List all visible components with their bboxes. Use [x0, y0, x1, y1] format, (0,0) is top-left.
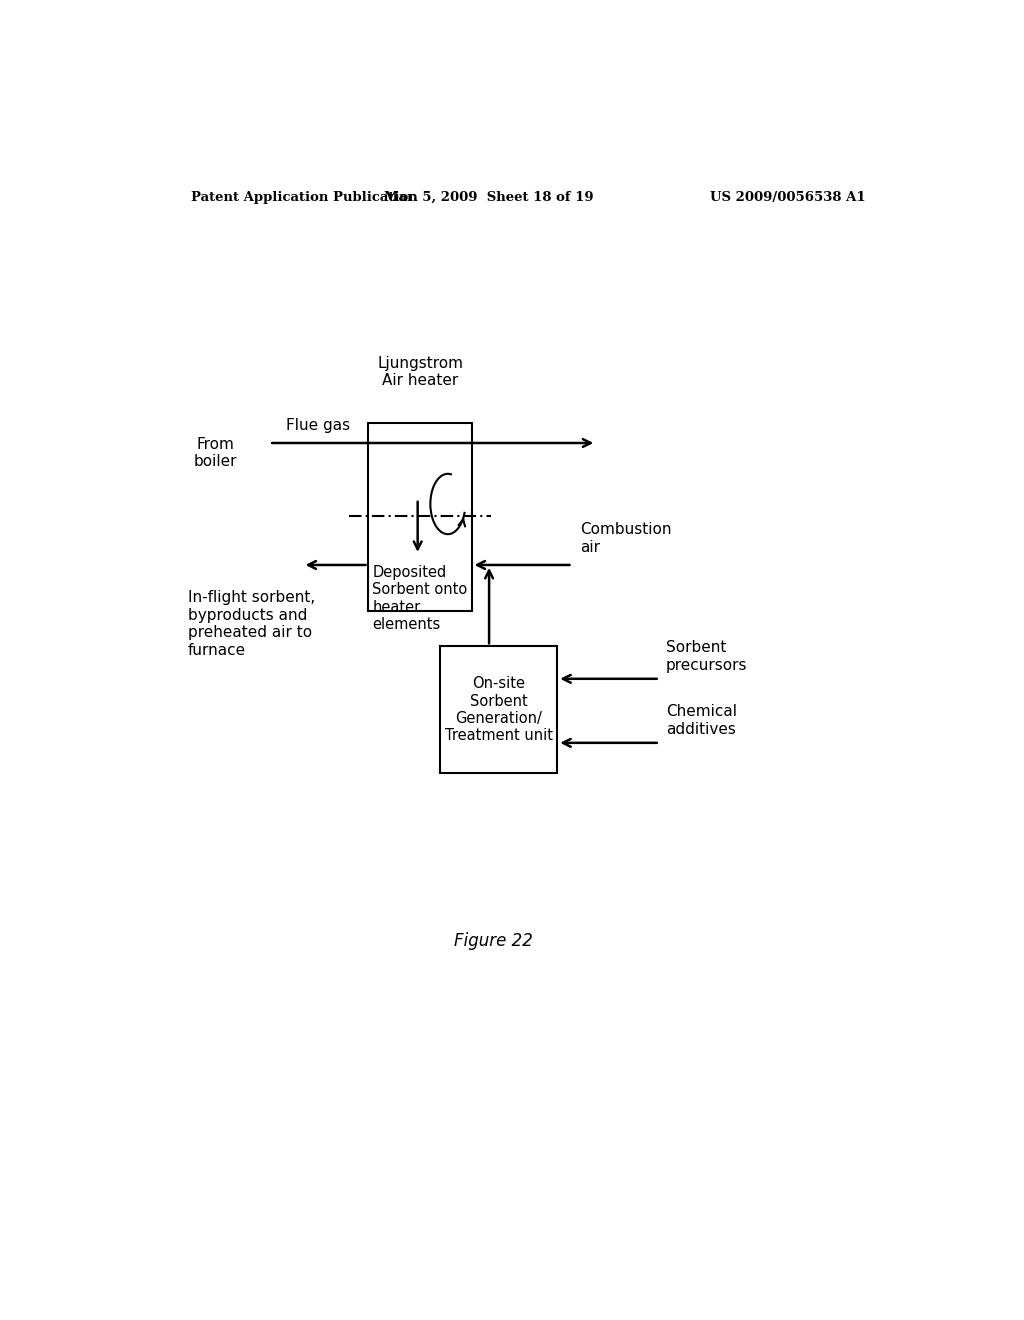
Text: From
boiler: From boiler: [194, 437, 237, 470]
Bar: [440, 647, 557, 774]
Text: Patent Application Publication: Patent Application Publication: [191, 190, 418, 203]
Text: Chemical
additives: Chemical additives: [666, 705, 737, 737]
Bar: [369, 422, 472, 611]
Text: On-site
Sorbent
Generation/
Treatment unit: On-site Sorbent Generation/ Treatment un…: [444, 676, 553, 743]
Text: US 2009/0056538 A1: US 2009/0056538 A1: [711, 190, 866, 203]
Text: Deposited
Sorbent onto
heater
elements: Deposited Sorbent onto heater elements: [373, 565, 468, 632]
Text: Ljungstrom
Air heater: Ljungstrom Air heater: [377, 355, 463, 388]
Text: Sorbent
precursors: Sorbent precursors: [666, 640, 748, 673]
Text: Figure 22: Figure 22: [454, 932, 532, 950]
Text: Flue gas: Flue gas: [287, 418, 350, 433]
Text: Mar. 5, 2009  Sheet 18 of 19: Mar. 5, 2009 Sheet 18 of 19: [384, 190, 594, 203]
Text: Combustion
air: Combustion air: [581, 523, 672, 554]
Text: In-flight sorbent,
byproducts and
preheated air to
furnace: In-flight sorbent, byproducts and prehea…: [187, 590, 314, 657]
